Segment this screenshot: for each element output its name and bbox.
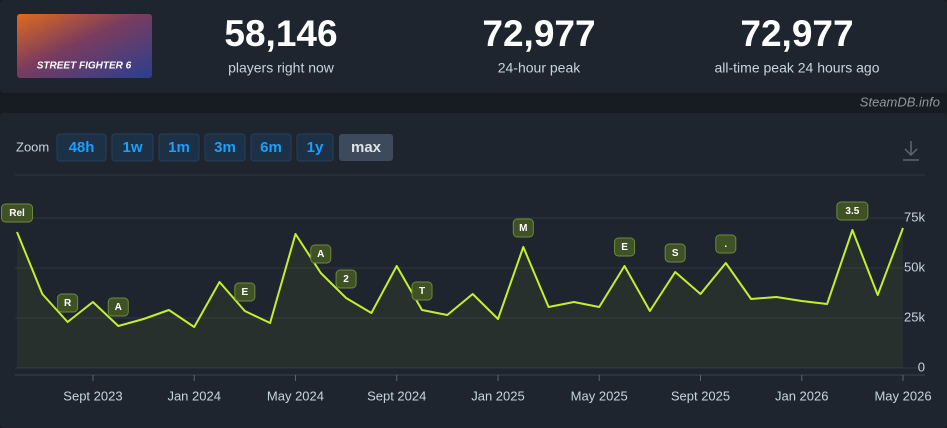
zoom-button[interactable]: 48h [56, 133, 107, 162]
zoom-button-label: 6m [260, 139, 282, 156]
zoom-button-bg [158, 133, 200, 162]
stat-value: 72,977 [740, 13, 853, 54]
flag-box [715, 234, 737, 254]
flag-box [836, 201, 869, 221]
flag[interactable]: E [234, 282, 256, 302]
flag-label: A [317, 249, 324, 260]
stats-panel [0, 0, 947, 93]
flag[interactable]: A [107, 297, 129, 317]
flag-label: Rel [9, 208, 25, 219]
flag-box [664, 243, 686, 263]
zoom-button-label: 1y [307, 139, 324, 156]
x-tick-label: Jan 2025 [471, 388, 525, 403]
flag-box [512, 218, 534, 238]
flag-label: 2 [343, 274, 349, 285]
stat-value: 72,977 [482, 13, 595, 54]
flag[interactable]: A [310, 244, 332, 264]
flag-label: R [64, 298, 72, 309]
flag[interactable]: 3.5 [836, 201, 869, 221]
zoom-button-label: 1m [168, 139, 190, 156]
flag-label: M [519, 223, 527, 234]
zoom-button[interactable]: 3m [204, 133, 246, 162]
zoom-button-label: 1w [122, 139, 142, 156]
flag[interactable]: E [614, 237, 636, 257]
flag-box [614, 237, 636, 257]
x-tick-label: Jan 2026 [775, 388, 829, 403]
flag[interactable]: 2 [335, 269, 357, 289]
flag-box [57, 293, 79, 313]
flag-label: A [115, 302, 122, 313]
zoom-button[interactable]: 1y [296, 133, 334, 162]
flag-label: E [241, 287, 248, 298]
flag-box [107, 297, 129, 317]
source: SteamDB.info [860, 94, 940, 109]
zoom-button-bg [250, 133, 292, 162]
line [16, 227, 904, 328]
x-tick-label: Sept 2023 [63, 388, 122, 403]
flag-label: E [621, 242, 628, 253]
flag[interactable]: S [664, 243, 686, 263]
x-tick-label: May 2025 [571, 388, 628, 403]
zoom-button-label: 3m [214, 139, 236, 156]
stat-label: all-time peak 24 hours ago [715, 60, 880, 76]
y-tick-label: 0 [918, 359, 925, 374]
game-image [17, 14, 152, 78]
area [17, 228, 903, 368]
flag-box [411, 281, 433, 301]
flag[interactable]: M [512, 218, 534, 238]
zoom-buttons: 48h 1w 1m 3m 6m 1y max [56, 133, 393, 162]
flag-box [310, 244, 332, 264]
zoom-button-bg [56, 133, 107, 162]
zoom-button-label: max [351, 139, 382, 156]
flag-box [335, 269, 357, 289]
x-tick-label: May 2024 [267, 388, 324, 403]
flag-box [234, 282, 256, 302]
zoom-label: Zoom [16, 139, 49, 154]
download-glyph [903, 141, 919, 161]
x-tick-label: Sept 2025 [671, 388, 730, 403]
zoom-button[interactable]: max [339, 134, 393, 161]
flag[interactable]: R [57, 293, 79, 313]
flag[interactable]: . [715, 234, 737, 254]
flag-label: S [672, 248, 679, 259]
stat-label: players right now [228, 60, 335, 76]
x-tick-label: May 2026 [874, 388, 931, 403]
zoom-button-bg [204, 133, 246, 162]
flag[interactable]: Rel [1, 203, 33, 223]
y-tick-label: 75k [904, 209, 925, 224]
zoom-button-bg [111, 133, 154, 162]
plot: 0 25k 50k 75k Sept 2023 Jan 2024 May 2024 Sept … [1, 201, 932, 403]
flag-box [1, 203, 33, 223]
game-logo: STREET FIGHTER 6 [37, 61, 132, 72]
zoom-button-label: 48h [69, 139, 95, 156]
stat-value: 58,146 [224, 13, 337, 54]
flag-label: . [724, 239, 727, 250]
zoom-button-bg [296, 133, 334, 162]
flag[interactable]: T [411, 281, 433, 301]
zoom-button-bg [339, 134, 393, 161]
download-icon[interactable] [903, 141, 919, 161]
y-tick-label: 50k [904, 259, 925, 274]
stats: 58,146 players right now 72,977 24-hour pea… [224, 13, 879, 76]
x-tick-label: Sept 2024 [367, 388, 426, 403]
flag-label: T [419, 286, 425, 297]
stat-label: 24-hour peak [498, 60, 582, 76]
chart-panel [0, 113, 947, 428]
flag-label: 3.5 [845, 206, 859, 217]
y-tick-label: 25k [904, 309, 925, 324]
zoom-button[interactable]: 6m [250, 133, 292, 162]
zoom-button[interactable]: 1m [158, 133, 200, 162]
x-tick-label: Jan 2024 [167, 388, 221, 403]
zoom-button[interactable]: 1w [111, 133, 154, 162]
